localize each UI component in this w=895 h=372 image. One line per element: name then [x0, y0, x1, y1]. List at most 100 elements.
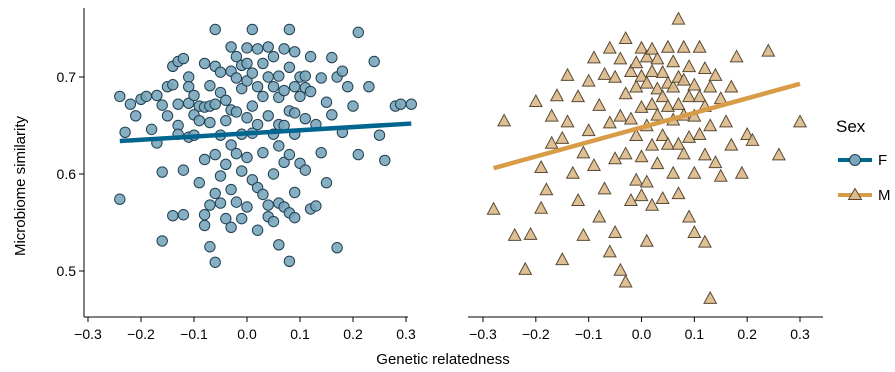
data-point-m — [613, 51, 628, 65]
data-point-m — [771, 147, 786, 161]
data-point-m — [697, 147, 712, 161]
data-point-m — [618, 274, 633, 288]
data-point-f — [183, 71, 195, 83]
legend-item-f: F — [838, 152, 887, 169]
data-point-f — [114, 193, 126, 205]
data-point-f — [267, 81, 280, 93]
x-tick-label: −0.3 — [469, 326, 497, 342]
data-point-m — [586, 50, 601, 64]
data-point-f — [177, 164, 190, 176]
legend-label-f: F — [878, 152, 887, 169]
male-fit-line — [492, 81, 801, 171]
data-point-m — [634, 40, 649, 54]
data-point-f — [198, 219, 211, 232]
data-point-m — [608, 69, 623, 83]
data-point-m — [597, 66, 612, 80]
data-point-f — [304, 50, 317, 63]
data-point-m — [713, 168, 728, 182]
data-point-f — [151, 89, 163, 102]
data-point-m — [745, 132, 760, 146]
data-point-f — [209, 98, 221, 110]
data-point-m — [613, 108, 628, 122]
data-point-m — [608, 151, 623, 165]
data-point-f — [198, 57, 211, 70]
data-point-m — [634, 68, 649, 82]
data-point-f — [368, 55, 380, 68]
data-point-m — [518, 261, 533, 275]
data-point-m — [671, 136, 686, 150]
data-point-f — [352, 148, 364, 161]
data-point-m — [645, 41, 660, 55]
data-point-f — [405, 98, 417, 110]
data-point-m — [650, 107, 665, 121]
data-point-f — [241, 75, 253, 87]
data-point-f — [241, 42, 253, 54]
data-point-f — [278, 84, 290, 97]
data-point-f — [267, 168, 280, 180]
data-point-f — [145, 123, 158, 136]
data-point-f — [230, 147, 243, 160]
y-axis-title: Microbiome similarity — [12, 115, 29, 256]
data-point-m — [497, 113, 512, 127]
data-point-f — [262, 199, 274, 211]
data-point-f — [119, 126, 131, 138]
data-point-f — [167, 79, 179, 91]
x-tick-label: −0.1 — [575, 326, 603, 342]
data-point-m — [486, 201, 501, 215]
legend: Sex F M — [836, 117, 891, 204]
x-tick-label: −0.3 — [74, 326, 102, 342]
data-point-m — [692, 39, 707, 53]
data-point-f — [230, 196, 243, 208]
data-point-f — [262, 71, 274, 83]
data-point-m — [602, 40, 617, 54]
data-point-m — [586, 158, 601, 172]
data-point-m — [671, 186, 686, 200]
data-point-f — [130, 110, 142, 122]
data-point-f — [156, 99, 168, 111]
x-tick-label: 0.1 — [685, 326, 705, 342]
data-point-m — [671, 11, 686, 25]
data-point-f — [352, 26, 364, 39]
data-point-m — [650, 51, 665, 65]
data-point-m — [602, 244, 617, 258]
data-point-m — [724, 137, 739, 151]
data-point-f — [246, 174, 259, 186]
data-point-f — [177, 52, 190, 65]
data-point-f — [214, 197, 227, 209]
data-point-m — [713, 91, 728, 105]
data-point-f — [315, 146, 327, 159]
data-point-m — [534, 200, 549, 214]
data-point-m — [634, 149, 649, 163]
data-point-m — [629, 55, 644, 69]
data-point-m — [655, 127, 670, 141]
data-point-f — [214, 86, 227, 99]
data-point-f — [204, 199, 216, 211]
data-point-f — [246, 67, 259, 79]
panel-female: 0.5 0.6 0.7 −0.3 −0.2 −0.1 0.0 0.1 0.2 0.3 — [57, 8, 417, 342]
data-point-f — [257, 57, 269, 70]
data-point-m — [565, 165, 580, 179]
data-point-m — [734, 165, 749, 179]
data-point-m — [618, 86, 633, 100]
data-point-f — [241, 151, 253, 164]
data-point-m — [613, 262, 628, 276]
x-tick-label: 0.2 — [343, 326, 363, 342]
data-point-f — [257, 146, 269, 159]
data-point-m — [645, 197, 660, 211]
data-point-m — [576, 227, 591, 241]
data-point-f — [236, 82, 248, 95]
data-point-f — [320, 96, 333, 108]
data-point-f — [209, 148, 221, 161]
data-point-m — [655, 190, 670, 205]
data-point-f — [246, 23, 259, 36]
data-point-f — [193, 114, 206, 127]
data-point-m — [645, 137, 660, 151]
data-point-f — [331, 242, 343, 254]
data-point-m — [608, 224, 623, 238]
data-point-m — [682, 89, 697, 103]
female-fit-line — [119, 121, 412, 144]
data-point-f — [273, 70, 285, 82]
data-point-m — [660, 39, 675, 53]
data-point-m — [687, 77, 702, 91]
